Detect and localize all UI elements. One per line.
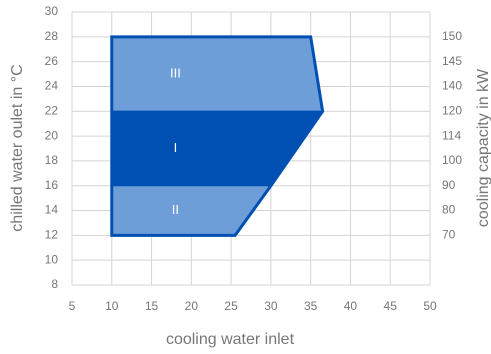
region-label: II xyxy=(172,202,179,217)
x-tick-label: 40 xyxy=(344,299,358,313)
x-tick-label: 20 xyxy=(185,299,199,313)
y-tick-label: 28 xyxy=(45,29,59,43)
y2-tick-label: 120 xyxy=(442,103,462,117)
x-tick-label: 45 xyxy=(384,299,398,313)
x-axis-title: cooling water inlet xyxy=(166,331,295,348)
region xyxy=(111,110,324,187)
y2-tick-label: 80 xyxy=(442,203,456,217)
y-tick-label: 12 xyxy=(45,228,59,242)
y2-tick-label: 150 xyxy=(442,29,462,43)
x-tick-label: 35 xyxy=(304,299,318,313)
region-border xyxy=(110,35,325,237)
y-tick-label: 20 xyxy=(45,128,59,142)
x-tick-label: 25 xyxy=(224,299,238,313)
y-tick-label: 14 xyxy=(45,203,59,217)
x-tick-label: 30 xyxy=(264,299,278,313)
y2-tick-label: 114 xyxy=(442,128,461,142)
y-axis-title: chilled water oulet in °C xyxy=(9,64,26,231)
y-tick-label: 26 xyxy=(45,54,59,68)
y-tick-label: 24 xyxy=(45,79,59,93)
y-tick-label: 16 xyxy=(45,178,59,192)
y2-tick-label: 140 xyxy=(442,79,462,93)
y2-tick-label: 100 xyxy=(442,153,462,167)
y-tick-label: 30 xyxy=(45,4,59,18)
y2-axis-title: cooling capacity in kW xyxy=(475,68,491,227)
x-tick-label: 5 xyxy=(69,299,76,313)
region-label: III xyxy=(170,65,181,80)
y-tick-label: 8 xyxy=(51,277,58,291)
x-tick-label: 10 xyxy=(105,299,119,313)
y-tick-label: 10 xyxy=(45,252,59,266)
y2-tick-label: 70 xyxy=(442,228,456,242)
y2-tick-label: 145 xyxy=(442,54,462,68)
y-tick-label: 18 xyxy=(45,153,59,167)
y-tick-label: 22 xyxy=(45,103,59,117)
region xyxy=(111,185,272,236)
x-tick-label: 15 xyxy=(145,299,159,313)
region-label: I xyxy=(174,140,178,155)
y2-tick-label: 90 xyxy=(442,178,456,192)
x-tick-label: 50 xyxy=(423,299,437,313)
region xyxy=(111,36,324,112)
